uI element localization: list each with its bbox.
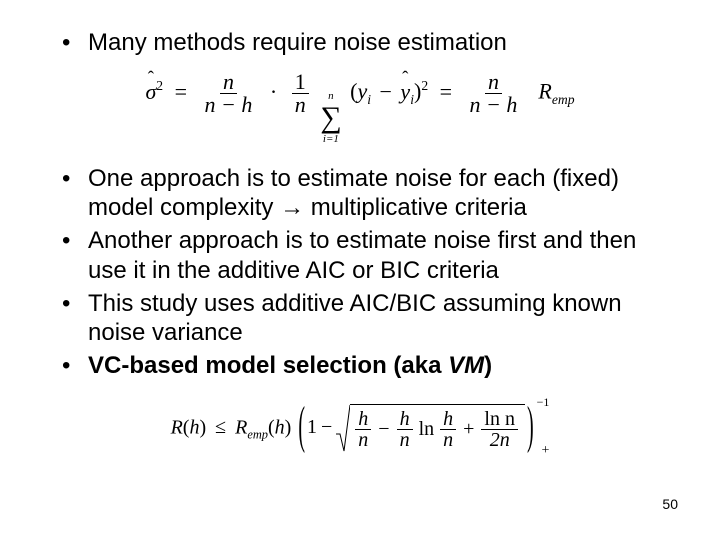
- den-nh-2: n − h: [467, 94, 521, 116]
- bullet-5-b: VM: [448, 352, 484, 379]
- f2-h2: h: [397, 409, 413, 430]
- formula-1: ˆσ2 = n n − h · 1 n n ∑ i=1 (yi − ˆyi)2 …: [40, 71, 680, 146]
- f2-plussub: +: [542, 443, 550, 459]
- num-n-1: n: [220, 71, 237, 94]
- leq: ≤: [215, 416, 226, 438]
- num-1: 1: [292, 71, 309, 94]
- bullet-3-b: additive: [217, 257, 300, 284]
- formula-2: R(h) ≤ Remp(h) ( 1 − h n − h: [40, 397, 680, 459]
- f2-n2: n: [397, 430, 413, 450]
- num-n-2: n: [485, 71, 502, 94]
- Remp-sub: emp: [552, 92, 575, 107]
- f2-minus2: −: [378, 418, 389, 441]
- bullet-list-2: One approach is to estimate noise for ea…: [40, 164, 680, 381]
- dot: ·: [270, 79, 277, 104]
- bullet-5-c: ): [484, 352, 492, 379]
- bullet-1-text: Many methods require noise estimation: [88, 29, 507, 56]
- f2-h3: h: [440, 409, 456, 430]
- den-n: n: [292, 94, 309, 116]
- f2-2n: 2n: [487, 430, 513, 450]
- f2-n3: n: [440, 430, 456, 450]
- f2-plus: +: [463, 418, 474, 441]
- den-nh-1: n − h: [202, 94, 256, 116]
- f2-n1: n: [355, 430, 371, 450]
- eq1: =: [175, 79, 187, 104]
- bullet-3-c: AIC or BIC criteria: [300, 257, 499, 284]
- sum-lower: i=1: [323, 133, 339, 146]
- bullet-5-a: VC-based model selection (aka: [88, 352, 448, 379]
- bullet-4: This study uses additive AIC/BIC assumin…: [40, 289, 680, 348]
- Remp2-sub: emp: [247, 427, 268, 441]
- R: R: [171, 416, 183, 438]
- yi-sub: i: [367, 92, 371, 107]
- bullet-2: One approach is to estimate noise for ea…: [40, 164, 680, 223]
- sq2: 2: [421, 78, 428, 93]
- minus1: −: [380, 79, 392, 104]
- sq: 2: [156, 78, 163, 93]
- f2-lnn: ln n: [481, 409, 518, 430]
- f2-ln: ln: [419, 418, 435, 441]
- f2-minus: −: [321, 416, 332, 439]
- f2-neg1: −1: [537, 395, 550, 410]
- arrow-icon: →: [280, 194, 304, 221]
- Remp2: R: [235, 416, 247, 438]
- bullet-1: Many methods require noise estimation: [40, 28, 680, 57]
- bullet-4-a: This study uses additive AIC/BIC assumin…: [88, 290, 552, 317]
- f2-h1: h: [355, 409, 371, 430]
- bullet-2-b: multiplicative criteria: [304, 194, 527, 221]
- Remp: R: [538, 79, 551, 104]
- slide: { "bullets": { "b1": "Many methods requi…: [0, 0, 720, 540]
- bullet-3: Another approach is to estimate noise fi…: [40, 226, 680, 285]
- page-number: 50: [662, 496, 678, 512]
- Rh: h: [189, 416, 199, 438]
- f2-one: 1: [307, 416, 317, 439]
- Remp2-h: h: [275, 416, 285, 438]
- sum: n ∑ i=1: [320, 90, 341, 146]
- sqrt-icon: [336, 404, 350, 452]
- bullet-list: Many methods require noise estimation: [40, 28, 680, 57]
- yi: y: [357, 79, 367, 104]
- bullet-5: VC-based model selection (aka VM): [40, 351, 680, 380]
- eq2: =: [440, 79, 452, 104]
